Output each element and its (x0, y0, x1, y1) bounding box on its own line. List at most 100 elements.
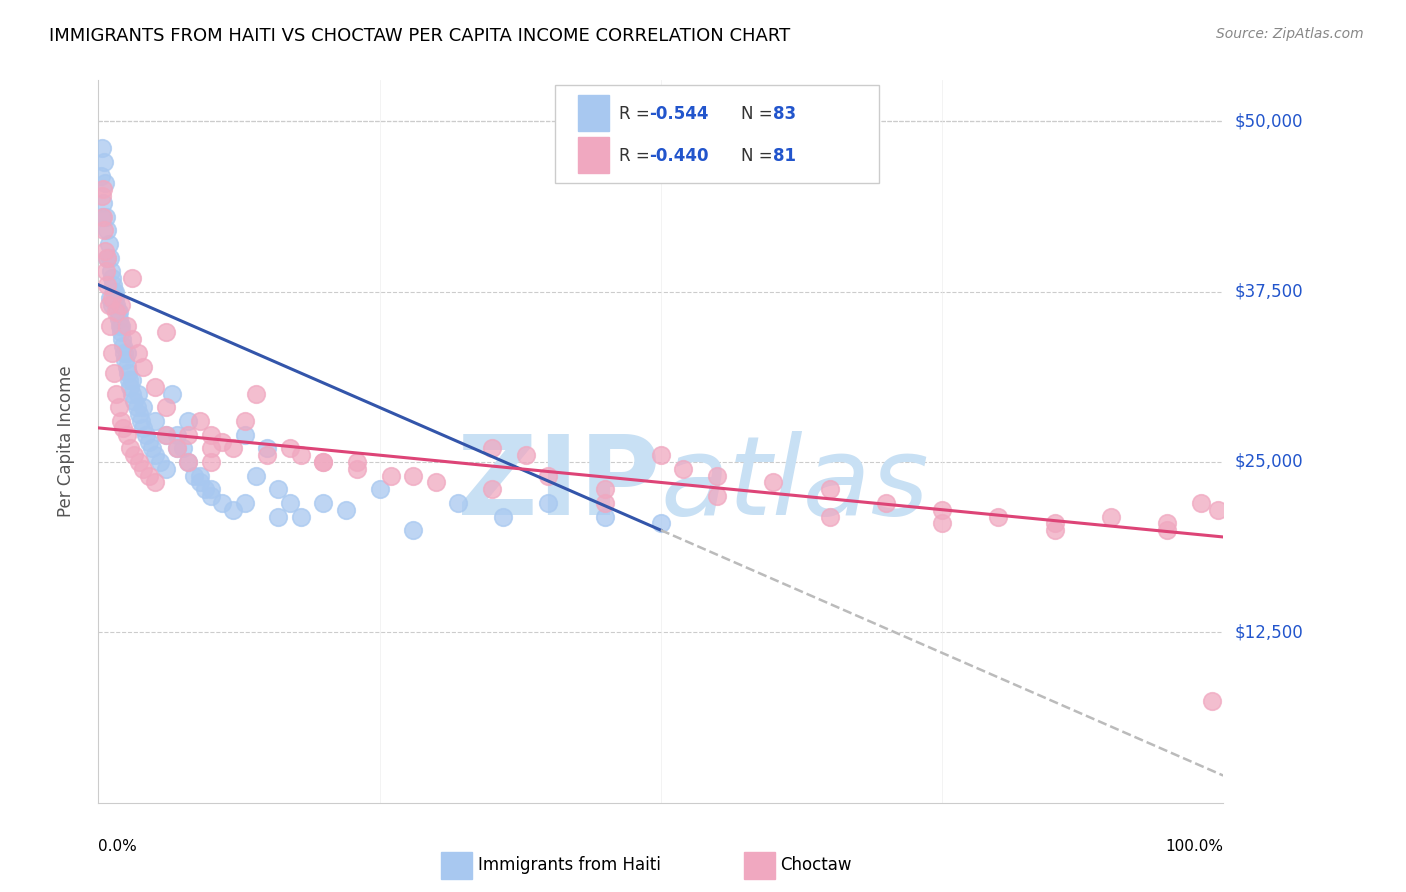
Text: R =: R = (619, 147, 655, 165)
Point (96, 251, 118, 265)
Point (110, 298, 132, 312)
Point (135, 427, 157, 442)
Text: N =: N = (741, 147, 778, 165)
Point (481, 482, 503, 496)
Point (115, 346, 138, 360)
Point (103, 367, 125, 381)
Point (312, 496, 335, 510)
Point (105, 387, 128, 401)
Point (278, 442, 301, 456)
Point (105, 298, 128, 312)
Point (138, 468, 160, 483)
Point (1043, 523, 1066, 537)
Point (155, 427, 177, 442)
Point (107, 311, 129, 326)
Point (107, 305, 129, 319)
Point (121, 271, 143, 285)
Point (222, 502, 245, 516)
Point (155, 427, 177, 442)
Text: Choctaw: Choctaw (780, 856, 852, 874)
Point (94, 244, 117, 258)
Point (256, 442, 278, 456)
Point (672, 462, 695, 476)
Point (537, 496, 560, 510)
Point (96, 277, 118, 292)
Point (107, 305, 129, 319)
Point (143, 448, 166, 462)
Text: $50,000: $50,000 (1234, 112, 1303, 130)
Point (256, 448, 278, 462)
Point (101, 271, 124, 285)
Point (90, 141, 112, 155)
Point (380, 468, 402, 483)
Point (128, 407, 150, 421)
Point (278, 496, 301, 510)
Point (143, 414, 166, 428)
Point (233, 427, 256, 442)
Point (875, 496, 897, 510)
Point (290, 448, 312, 462)
Point (129, 414, 152, 428)
Text: 81: 81 (773, 147, 796, 165)
Point (103, 285, 125, 299)
Point (112, 346, 135, 360)
Point (121, 332, 143, 346)
Point (98, 251, 121, 265)
Point (245, 387, 267, 401)
Point (166, 427, 188, 442)
Point (115, 359, 138, 374)
Text: Source: ZipAtlas.com: Source: ZipAtlas.com (1216, 27, 1364, 41)
Text: $25,000: $25,000 (1234, 453, 1303, 471)
Point (177, 455, 200, 469)
Point (98, 318, 121, 333)
Point (143, 475, 166, 490)
Point (96, 223, 118, 237)
Text: Immigrants from Haiti: Immigrants from Haiti (478, 856, 661, 874)
Point (222, 442, 245, 456)
Point (346, 462, 368, 476)
Point (537, 468, 560, 483)
Text: atlas: atlas (661, 432, 929, 539)
Point (1043, 516, 1066, 531)
Point (211, 434, 233, 449)
Point (104, 292, 127, 306)
Point (96, 210, 118, 224)
Point (160, 387, 183, 401)
Point (188, 475, 211, 490)
Point (112, 421, 135, 435)
Point (402, 468, 425, 483)
Point (166, 442, 188, 456)
Point (100, 264, 122, 278)
Point (138, 434, 160, 449)
Text: $12,500: $12,500 (1234, 624, 1303, 641)
Point (931, 516, 953, 531)
Point (177, 455, 200, 469)
Point (1201, 693, 1223, 707)
Point (125, 401, 148, 415)
Point (183, 468, 205, 483)
Point (143, 380, 166, 394)
Point (127, 387, 149, 401)
Point (515, 448, 537, 462)
Point (931, 502, 953, 516)
Point (107, 401, 129, 415)
Point (128, 455, 150, 469)
Text: 83: 83 (773, 105, 796, 123)
Point (110, 414, 132, 428)
Point (818, 482, 841, 496)
Point (101, 292, 124, 306)
Point (1099, 509, 1122, 524)
Point (335, 502, 357, 516)
Point (101, 298, 124, 312)
Point (90, 210, 112, 224)
Point (104, 285, 127, 299)
Point (346, 455, 368, 469)
Point (132, 462, 155, 476)
Point (290, 509, 312, 524)
Point (1156, 523, 1178, 537)
Text: N =: N = (741, 105, 778, 123)
Point (98, 292, 121, 306)
Point (93, 223, 115, 237)
Point (121, 387, 143, 401)
Point (108, 318, 131, 333)
